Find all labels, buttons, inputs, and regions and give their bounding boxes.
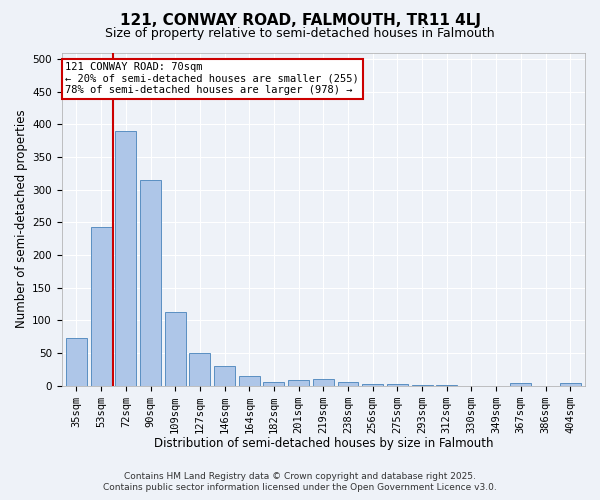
Bar [91,227,112,386]
Bar [412,385,433,386]
Bar [140,180,161,386]
Text: Size of property relative to semi-detached houses in Falmouth: Size of property relative to semi-detach… [105,28,495,40]
Bar [362,384,383,386]
Text: Contains HM Land Registry data © Crown copyright and database right 2025.
Contai: Contains HM Land Registry data © Crown c… [103,472,497,492]
Text: 121, CONWAY ROAD, FALMOUTH, TR11 4LJ: 121, CONWAY ROAD, FALMOUTH, TR11 4LJ [119,12,481,28]
Bar [190,353,211,386]
Bar [263,382,284,386]
Bar [313,379,334,386]
X-axis label: Distribution of semi-detached houses by size in Falmouth: Distribution of semi-detached houses by … [154,437,493,450]
Bar [239,376,260,386]
Bar [338,382,358,386]
Bar [214,366,235,386]
Bar [560,383,581,386]
Text: 121 CONWAY ROAD: 70sqm
← 20% of semi-detached houses are smaller (255)
78% of se: 121 CONWAY ROAD: 70sqm ← 20% of semi-det… [65,62,359,96]
Bar [436,385,457,386]
Bar [66,338,87,386]
Bar [288,380,309,386]
Y-axis label: Number of semi-detached properties: Number of semi-detached properties [15,110,28,328]
Bar [511,383,532,386]
Bar [115,131,136,386]
Bar [387,384,408,386]
Bar [165,312,185,386]
